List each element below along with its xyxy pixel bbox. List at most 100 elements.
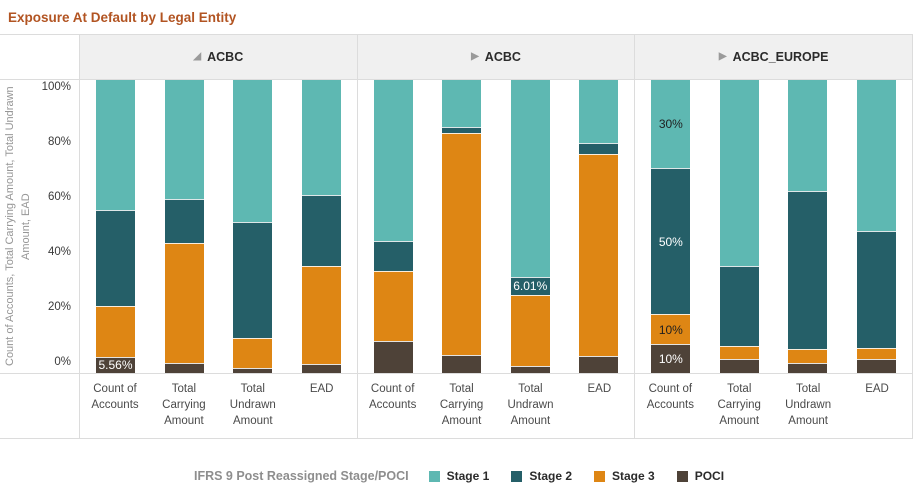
bar-segment-stage-3[interactable]	[373, 271, 413, 341]
legend-swatch-icon	[676, 470, 688, 482]
group-header-acbc-1[interactable]: ◢ ACBC	[79, 35, 357, 80]
stacked-bar	[301, 80, 341, 373]
expand-triangle-icon: ▶	[718, 51, 727, 62]
bar-total-undrawn-amount: 6.01%	[510, 80, 550, 373]
category-label: Total Carrying Amount	[717, 383, 761, 428]
data-label: 50%	[658, 234, 683, 249]
stacked-bar	[164, 80, 204, 373]
legend-item-stage-2[interactable]: Stage 2	[511, 469, 572, 483]
group-header-row: ◢ ACBC ▶ ACBC ▶ ACBC_EUROPE	[0, 35, 913, 80]
bar-segment-stage-1[interactable]	[373, 80, 413, 242]
bar-segment-stage-1[interactable]	[233, 80, 273, 223]
bar-count-of-accounts	[373, 80, 413, 373]
header-corner-cell	[0, 35, 79, 80]
y-tick-label: 40%	[47, 246, 71, 258]
bar-segment-stage-2[interactable]	[719, 266, 759, 346]
stacked-bar: 5.56%	[96, 80, 135, 373]
chart-title: Exposure At Default by Legal Entity	[8, 10, 237, 25]
stacked-bar	[233, 80, 273, 373]
bar-segment-stage-3[interactable]	[442, 133, 482, 356]
bar-segment-stage-1[interactable]	[719, 80, 759, 267]
group-header-label: ACBC	[207, 50, 244, 64]
stacked-bar	[719, 80, 759, 373]
bar-segment-stage-2[interactable]	[442, 126, 482, 134]
bar-segment-poci[interactable]	[510, 365, 550, 373]
stacked-bar	[373, 80, 413, 373]
category-label: Total Carrying Amount	[439, 383, 484, 428]
bar-segment-stage-3[interactable]	[788, 349, 828, 363]
bar-segment-poci[interactable]	[301, 364, 341, 373]
data-label: 5.56%	[98, 358, 133, 373]
bar-segment-poci[interactable]	[164, 362, 204, 373]
legend-item-stage-3[interactable]: Stage 3	[594, 469, 655, 483]
bar-segment-stage-1[interactable]	[856, 80, 896, 231]
stacked-bar	[788, 80, 828, 373]
legend: IFRS 9 Post Reassigned Stage/POCI Stage …	[0, 469, 918, 483]
bar-segment-poci[interactable]	[373, 340, 413, 373]
bar-ead	[301, 80, 341, 373]
bar-segment-stage-3[interactable]	[164, 242, 204, 363]
bar-segment-stage-2[interactable]	[579, 142, 619, 154]
bar-segment-stage-1[interactable]: 30%	[651, 80, 691, 168]
bar-segment-poci[interactable]	[719, 358, 759, 373]
legend-item-label: Stage 2	[529, 469, 572, 484]
legend-item-poci[interactable]: POCI	[676, 469, 724, 483]
category-labels-acbc-2: Count of Accounts Total Carrying Amount To…	[356, 374, 635, 439]
bar-ead	[579, 80, 619, 373]
legend-item-label: Stage 1	[446, 469, 490, 484]
bar-segment-stage-3[interactable]	[96, 306, 135, 357]
stacked-bar: 6.01%	[510, 80, 550, 373]
bar-segment-stage-3[interactable]	[579, 153, 619, 356]
data-label: 6.01%	[513, 279, 548, 294]
bar-segment-stage-1[interactable]	[510, 80, 550, 278]
bar-segment-stage-3[interactable]	[301, 266, 341, 365]
stacked-bar-chart: ◢ ACBC ▶ ACBC ▶ ACBC_EUROPE Count of Acc…	[0, 34, 913, 440]
bar-segment-stage-2[interactable]	[856, 230, 896, 348]
bar-segment-stage-1[interactable]	[164, 80, 204, 199]
data-label: 30%	[658, 116, 683, 131]
bar-segment-stage-3[interactable]	[510, 294, 550, 366]
bar-total-undrawn-amount	[233, 80, 273, 373]
bar-segment-stage-3[interactable]: 10%	[651, 314, 691, 344]
bar-segment-poci[interactable]	[579, 355, 619, 373]
category-corner-cell	[0, 374, 79, 438]
group-header-acbc-europe[interactable]: ▶ ACBC_EUROPE	[634, 35, 913, 80]
group-header-acbc-2[interactable]: ▶ ACBC	[356, 35, 635, 80]
bar-segment-poci[interactable]	[233, 368, 273, 373]
group-header-label: ACBC	[484, 50, 521, 64]
bar-segment-stage-1[interactable]	[96, 80, 135, 211]
bar-segment-stage-2[interactable]	[96, 210, 135, 307]
legend-item-stage-1[interactable]: Stage 1	[428, 469, 490, 484]
bar-segment-stage-2[interactable]: 50%	[651, 167, 691, 315]
y-axis-title: Count of Accounts, Total Carrying Amount…	[4, 86, 32, 367]
category-labels-acbc-1: Count of Accounts Total Carrying Amount To…	[79, 374, 357, 439]
legend-item-label: Stage 3	[612, 469, 655, 484]
y-tick-label: 60%	[47, 191, 71, 203]
bar-segment-stage-1[interactable]	[442, 80, 482, 127]
bar-segment-poci[interactable]: 5.56%	[96, 356, 135, 373]
bar-segment-stage-1[interactable]	[301, 80, 341, 195]
y-tick-label: 20%	[47, 301, 71, 313]
bar-segment-poci[interactable]	[442, 355, 482, 373]
stacked-bar	[856, 80, 896, 373]
category-label: EAD	[587, 383, 612, 395]
stacked-bar	[442, 80, 482, 373]
bar-segment-stage-3[interactable]	[856, 347, 896, 359]
bar-segment-poci[interactable]: 10%	[651, 343, 691, 373]
bar-segment-stage-2[interactable]: 6.01%	[510, 277, 550, 295]
bar-segment-stage-2[interactable]	[788, 191, 828, 350]
bar-segment-stage-2[interactable]	[164, 198, 204, 243]
category-label: Total Undrawn Amount	[229, 383, 276, 428]
bar-segment-stage-1[interactable]	[788, 80, 828, 192]
bar-segment-poci[interactable]	[856, 358, 896, 373]
bar-segment-stage-2[interactable]	[373, 241, 413, 272]
bar-total-carrying-amount	[164, 80, 204, 373]
bar-total-carrying-amount	[442, 80, 482, 373]
bar-segment-stage-2[interactable]	[233, 222, 273, 338]
bar-segment-stage-1[interactable]	[579, 80, 619, 143]
bar-segment-stage-2[interactable]	[301, 194, 341, 267]
bar-segment-stage-3[interactable]	[719, 345, 759, 359]
bar-segment-poci[interactable]	[788, 362, 828, 373]
bar-total-carrying-amount	[719, 80, 759, 373]
bar-segment-stage-3[interactable]	[233, 337, 273, 369]
